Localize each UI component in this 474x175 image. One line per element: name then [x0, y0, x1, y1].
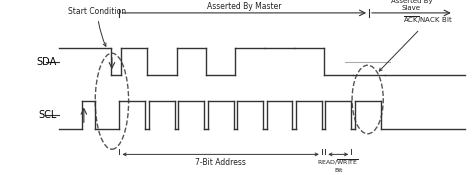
Text: SCL: SCL	[39, 110, 57, 120]
Text: SDA: SDA	[37, 57, 57, 67]
Text: Asserted By
Slave: Asserted By Slave	[391, 0, 432, 11]
Text: Asserted By Master: Asserted By Master	[207, 2, 282, 11]
Text: $\overline{\rm ACK}$/NACK Bit: $\overline{\rm ACK}$/NACK Bit	[379, 15, 453, 71]
Text: Start Condition: Start Condition	[68, 7, 127, 46]
Text: 7-Bit Address: 7-Bit Address	[195, 158, 246, 167]
Text: READ/$\overline{\rm WRITE}$
Bit: READ/$\overline{\rm WRITE}$ Bit	[318, 158, 359, 173]
